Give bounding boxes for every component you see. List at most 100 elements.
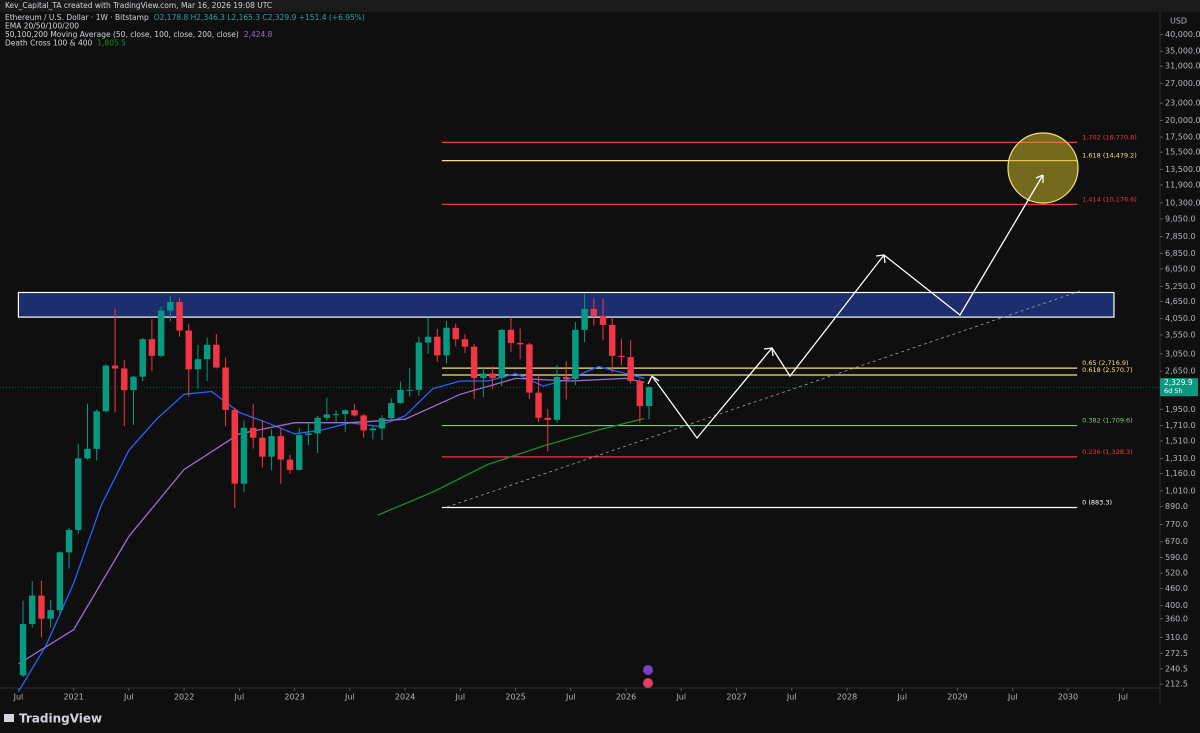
y-tick-label: 15,500.0 [1165, 148, 1200, 157]
candle-body [194, 359, 202, 370]
x-tick-label: Jul [675, 693, 686, 702]
y-tick-label: 212.5 [1165, 680, 1188, 689]
y-tick-label: 1,510.0 [1165, 436, 1196, 445]
projection-path [651, 174, 1044, 440]
candle-body [240, 427, 248, 484]
candle-body [286, 459, 294, 470]
y-tick-label: 31,000.0 [1165, 62, 1200, 71]
y-tick-label: 7,850.0 [1165, 232, 1196, 241]
fib-label: 1.702 (16,770.8) [1082, 133, 1137, 141]
legend-values: 2,424.8 [244, 30, 273, 39]
x-tick-label: Jul [565, 693, 576, 702]
x-tick-label: Jul [1007, 693, 1018, 702]
x-tick-label: 2029 [947, 693, 967, 702]
legend-values: O2,178.8 H2,346.3 L2,165.3 C2,329.9 +151… [154, 13, 365, 22]
x-tick-label: Jul [344, 693, 355, 702]
x-tick-label: 2024 [395, 693, 415, 702]
candle-body [581, 308, 588, 330]
candle-body [443, 327, 450, 356]
candle-body [609, 324, 616, 356]
candle-body [507, 329, 515, 343]
x-tick-label: 2025 [505, 693, 525, 702]
candle-body [277, 436, 285, 460]
plot: 1.702 (16,770.8) 1.618 (14,479.2) 1.414 (1… [0, 133, 1160, 693]
y-tick-label: 20,000.0 [1165, 116, 1200, 125]
candle-body [397, 389, 404, 404]
candle-body [84, 448, 91, 459]
price-badge [1160, 378, 1198, 397]
fib-label: 0.65 (2,716.9) [1082, 359, 1128, 367]
candle-body [378, 418, 386, 429]
candle-body [544, 417, 551, 420]
candle-body [38, 595, 45, 619]
candle-body [56, 552, 64, 611]
target-circle [1007, 132, 1079, 204]
indicator-line [377, 417, 645, 516]
candle-body [111, 365, 119, 369]
candle-body [516, 342, 524, 345]
y-tick-label: 1,710.0 [1165, 421, 1196, 430]
candle-body [562, 376, 570, 379]
logo-mark [4, 714, 14, 722]
indicator-line [18, 377, 645, 665]
y-tick-label: 3,050.0 [1165, 349, 1196, 358]
event-icon [643, 678, 653, 688]
credit: Kev_Capital_TA created with TradingView.… [5, 1, 272, 10]
candle-body [29, 595, 36, 625]
candle-body [222, 367, 229, 410]
candle-body [332, 414, 340, 416]
trend-line [446, 289, 1084, 508]
candle-body [157, 310, 165, 356]
candle-body [249, 427, 257, 438]
x-tick-label: 2026 [616, 693, 636, 702]
candle-body [627, 357, 634, 381]
candle-body [535, 392, 542, 418]
y-tick-label: 3,550.0 [1165, 330, 1196, 339]
candle-body [406, 389, 413, 391]
candle-body [121, 368, 128, 391]
candle-body [130, 376, 137, 391]
candle-body [351, 410, 358, 416]
y-tick-label: 5,250.0 [1165, 282, 1196, 291]
y-tick-label: 1,310.0 [1165, 454, 1196, 463]
fib-label: 0.618 (2,570.7) [1082, 366, 1133, 374]
y-tick-label: 310.0 [1165, 633, 1188, 642]
candle-body [259, 437, 266, 457]
y-tick-label: 35,000.0 [1165, 47, 1200, 56]
x-tick-label: 2022 [174, 693, 194, 702]
x-tick-label: Jul [234, 693, 245, 702]
legend-name: Death Cross 100 & 400 [5, 39, 92, 48]
y-tick-label: 13,500.0 [1165, 165, 1200, 174]
candle-body [480, 373, 487, 378]
y-tick-label: 1,160.0 [1165, 469, 1196, 478]
candle-body [75, 458, 82, 530]
candle-body [636, 380, 644, 407]
x-tick-label: 2030 [1058, 693, 1078, 702]
x-tick-label: Jul [13, 693, 24, 702]
candle-body [388, 403, 395, 419]
candle-body [434, 336, 441, 356]
currency: USD [1170, 17, 1187, 26]
legend-name: EMA 20/50/100/200 [5, 22, 79, 31]
candle-body [93, 411, 100, 449]
candle-body [452, 327, 459, 340]
candle-body [323, 414, 331, 418]
y-tick-label: 240.5 [1165, 664, 1188, 673]
candle-body [415, 342, 423, 390]
candle-body [526, 344, 533, 393]
candle-body [599, 315, 607, 325]
y-tick-label: 23,000.0 [1165, 99, 1200, 108]
resistance-zone [17, 291, 1115, 318]
y-tick-label: 27,000.0 [1165, 79, 1200, 88]
candle-body [314, 417, 321, 434]
candle-body [553, 376, 561, 420]
x-tick-label: 2027 [726, 693, 746, 702]
y-tick-label: 4,650.0 [1165, 297, 1196, 306]
candle-body [268, 436, 275, 457]
fib-label: 0.382 (1,709.6) [1082, 417, 1133, 425]
candle-body [645, 387, 653, 407]
candle-body [489, 373, 496, 378]
candle-body [590, 308, 598, 316]
x-tick-label: 2023 [284, 693, 304, 702]
